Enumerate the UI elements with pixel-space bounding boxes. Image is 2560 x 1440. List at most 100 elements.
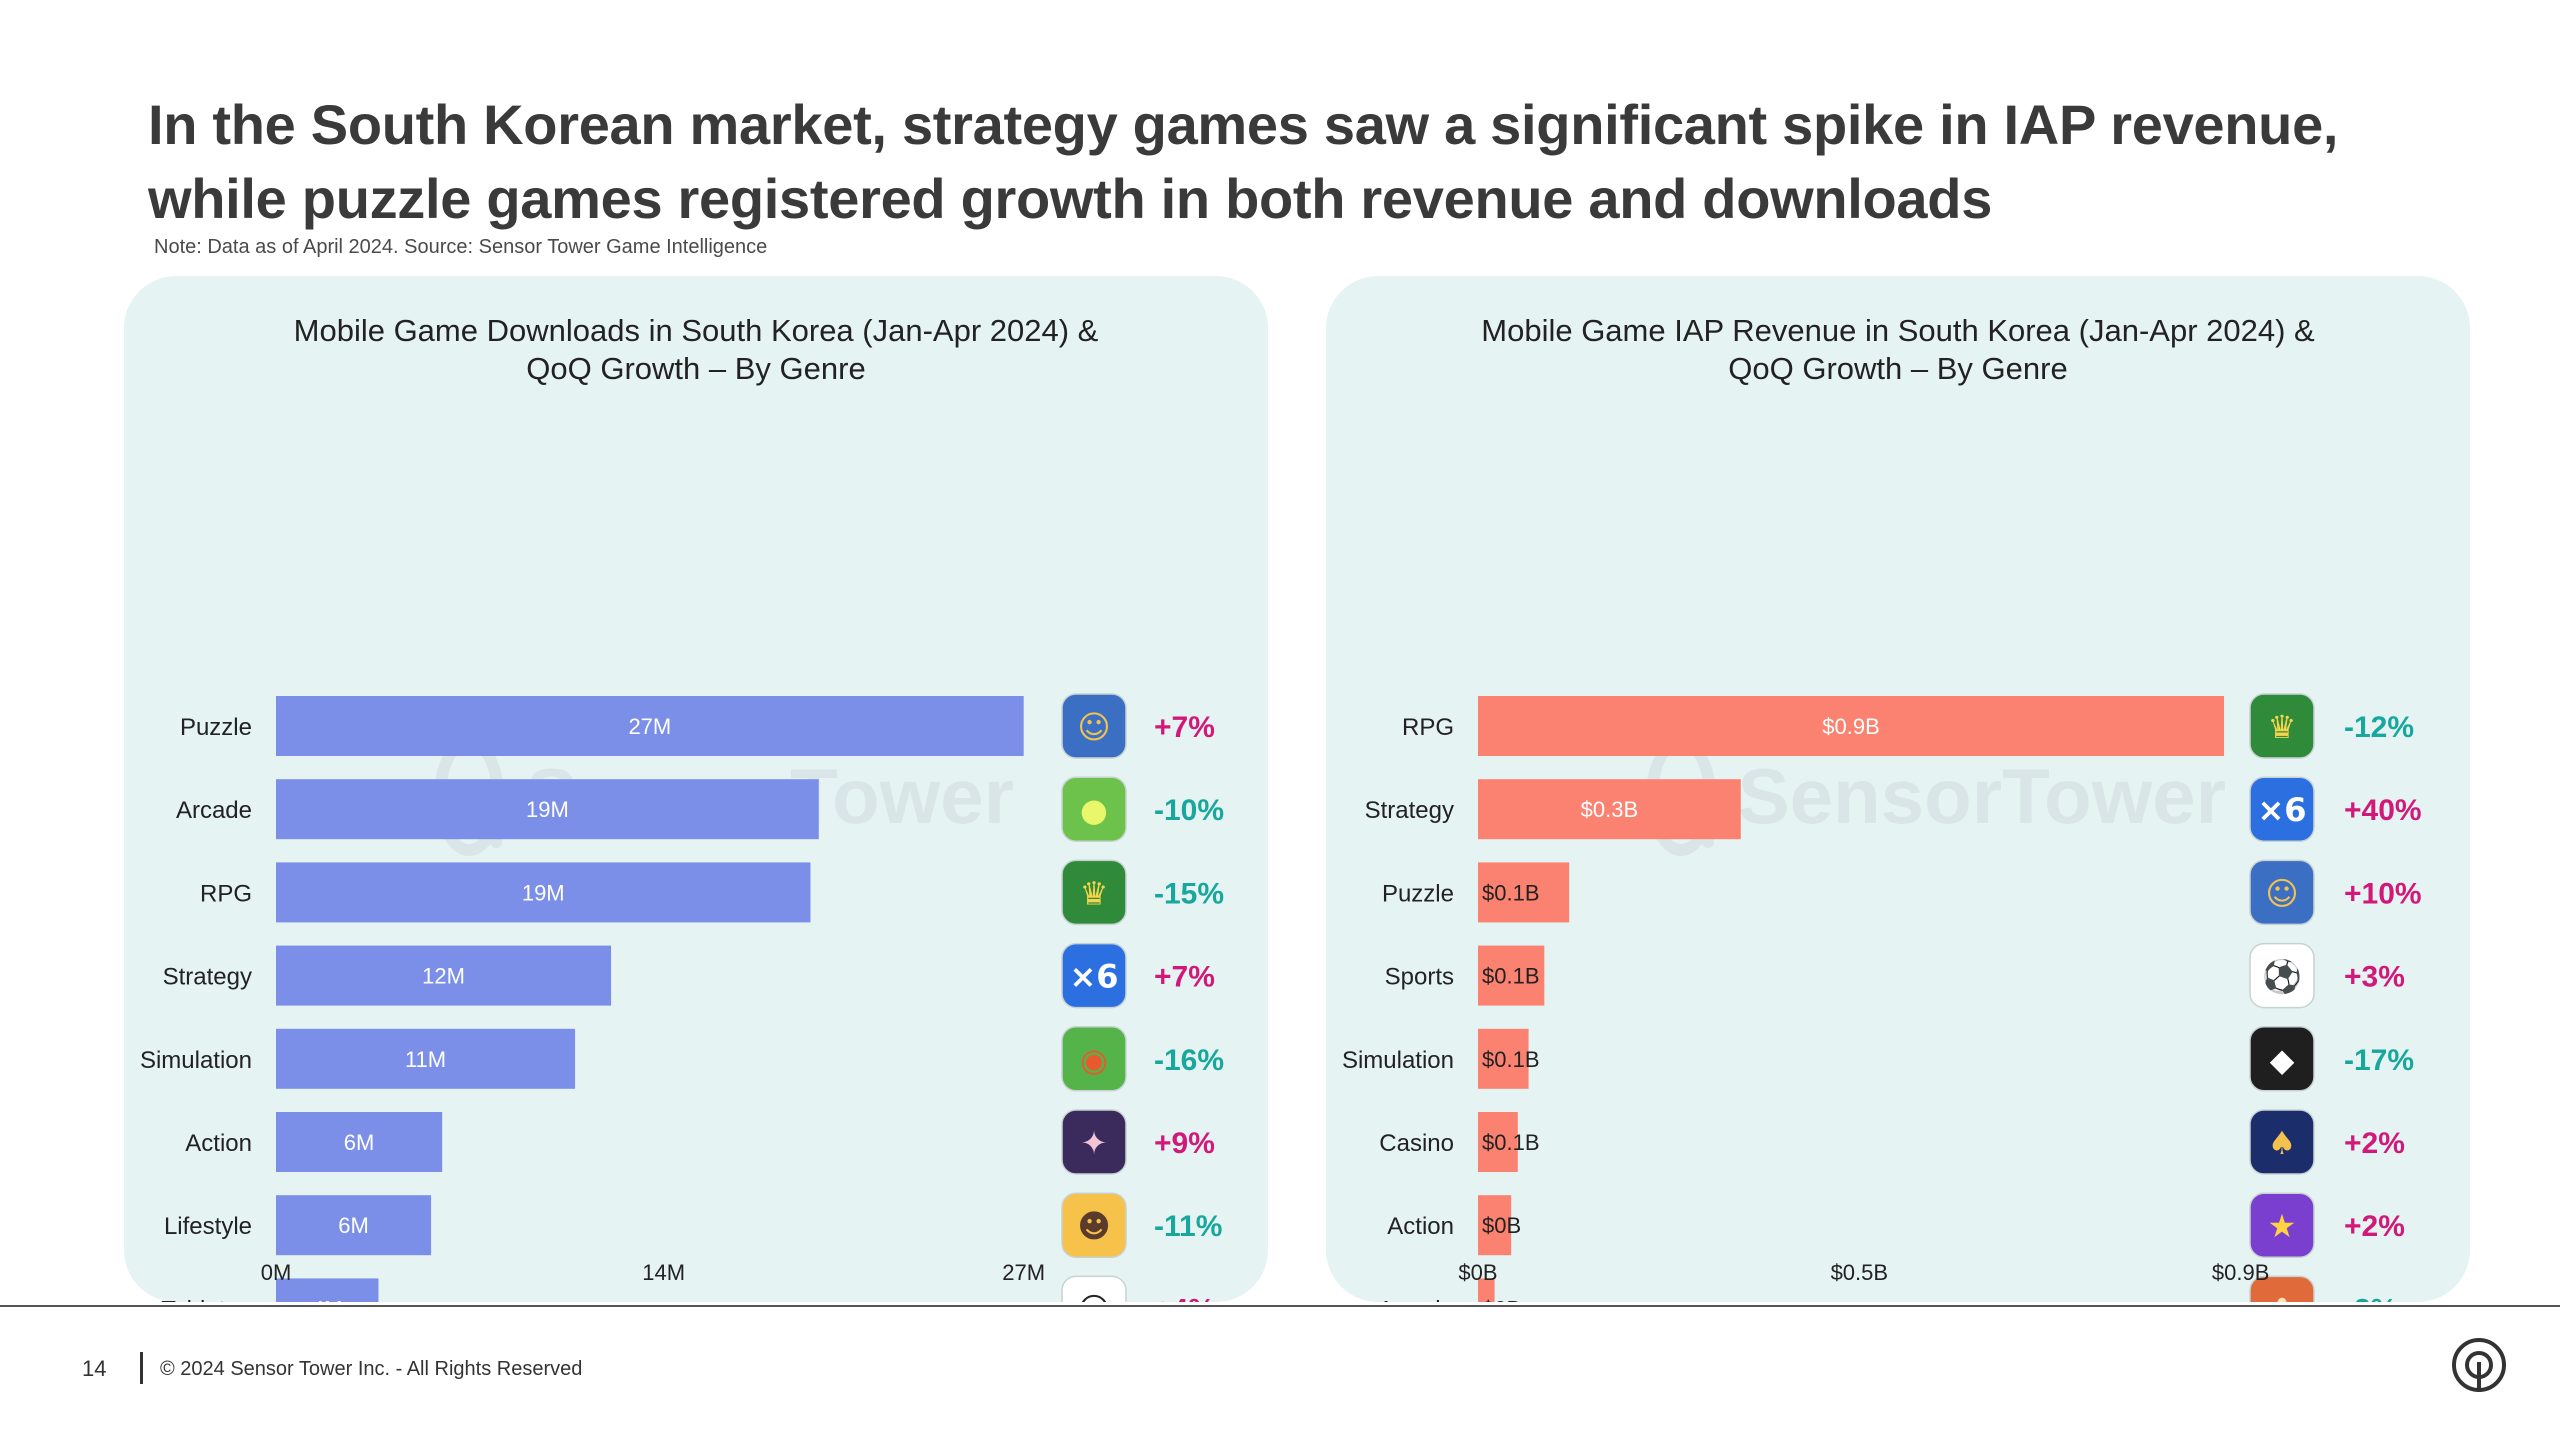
category-label: Simulation <box>140 1047 252 1074</box>
app-icon-background <box>1061 1275 1127 1302</box>
growth-label: -2% <box>2344 1293 2397 1302</box>
rpg-mushroom-icon: ♛ <box>2249 693 2315 759</box>
growth-label: +7% <box>1154 711 1215 744</box>
x-tick-label: 0M <box>261 1260 292 1285</box>
value-label: $0B <box>1482 1296 1521 1302</box>
revenue-chart-panel: SensorTower Mobile Game IAP Revenue in S… <box>1326 276 2470 1302</box>
growth-label: +9% <box>1154 1127 1215 1160</box>
value-label: 19M <box>522 880 565 905</box>
revenue-chart-title: Mobile Game IAP Revenue in South Korea (… <box>1326 312 2470 388</box>
value-label: $0.9B <box>1822 714 1880 739</box>
bar <box>1478 945 1545 1006</box>
revenue-bar-chart: RPG $0.9B ♛ -12% Strategy $0.3B ×6 +40% Puzzle $0… <box>1342 693 2422 1302</box>
lifestyle-character-icon: ☻ <box>1061 1192 1127 1258</box>
bar <box>1478 1278 1495 1302</box>
bar <box>276 945 612 1006</box>
downloads-chart-title-line-2: QoQ Growth – By Genre <box>526 351 866 386</box>
simulation-pizza-icon: ◉ <box>1061 1026 1127 1092</box>
category-label: Arcade <box>176 797 252 824</box>
value-label: 12M <box>422 964 465 989</box>
app-icon-glyph: ● <box>1080 791 1108 829</box>
bar <box>276 862 811 923</box>
footer-separator <box>140 1352 143 1384</box>
app-icon-background <box>1061 1192 1127 1258</box>
growth-label: +7% <box>1154 961 1215 994</box>
app-icon-background <box>1061 942 1127 1009</box>
app-icon-background <box>2249 1275 2315 1302</box>
growth-label: -17% <box>2344 1044 2414 1077</box>
app-icon-background <box>1061 859 1127 926</box>
bar <box>276 779 819 840</box>
app-icon-glyph: ✦ <box>1081 1124 1108 1162</box>
category-label: Lifestyle <box>164 1213 252 1240</box>
category-label: Puzzle <box>180 714 252 741</box>
x-tick-label: $0.9B <box>2212 1260 2270 1285</box>
app-icon-glyph: ♛ <box>2268 708 2297 746</box>
puzzle-king-icon: ☺ <box>2249 859 2315 926</box>
app-icon-glyph: ♠ <box>2268 1124 2297 1162</box>
growth-label: +2% <box>2344 1210 2405 1243</box>
value-label: 27M <box>628 714 671 739</box>
strategy-x6-icon: ×6 <box>1061 942 1127 1009</box>
sports-football-icon: ⚽ <box>2249 942 2315 1009</box>
action-runner-icon: ★ <box>2249 1192 2315 1258</box>
value-label: 11M <box>405 1047 446 1072</box>
cookie-icon: ✿ <box>2249 1275 2315 1302</box>
app-icon-background <box>2249 776 2315 842</box>
value-label: $0.1B <box>1482 1047 1540 1072</box>
page-title: In the South Korean market, strategy gam… <box>148 93 2339 230</box>
app-icon-background <box>2249 859 2315 926</box>
app-icon-glyph: ☺ <box>1077 708 1110 746</box>
app-icon-background <box>2249 1192 2315 1258</box>
bar <box>1478 1112 1518 1172</box>
bar <box>1478 696 2225 756</box>
value-label: 19M <box>526 797 569 822</box>
category-label: Action <box>1387 1213 1454 1240</box>
watermark-text: SensorTower <box>1737 751 2226 840</box>
category-label: Casino <box>1379 1130 1454 1157</box>
app-icon-glyph: ♛ <box>1080 874 1109 912</box>
growth-label: -11% <box>1154 1210 1222 1243</box>
x-tick-label: $0.5B <box>1831 1260 1889 1285</box>
growth-label: +40% <box>2344 794 2422 827</box>
bar <box>276 1278 379 1302</box>
app-icon-background <box>1061 693 1127 759</box>
growth-label: +3% <box>2344 961 2405 994</box>
category-label: Strategy <box>1365 797 1454 824</box>
action-anime-icon: ✦ <box>1061 1109 1127 1175</box>
category-label: Arcade <box>1378 1296 1454 1302</box>
downloads-bar-chart: Puzzle 27M ☺ +7% Arcade 19M ● -10% RPG 19M ♛ -15% St… <box>140 693 1224 1302</box>
category-label: Tabletop <box>161 1296 252 1302</box>
app-icon-background <box>2249 693 2315 759</box>
bar <box>1478 1028 1529 1089</box>
value-label: $0B <box>1482 1213 1521 1238</box>
x-tick-label: $0B <box>1458 1260 1497 1285</box>
app-icon-background <box>2249 1109 2315 1175</box>
app-icon-glyph: ★ <box>2268 1207 2297 1245</box>
category-label: RPG <box>1402 714 1454 741</box>
category-label: Strategy <box>163 964 252 991</box>
bar <box>276 1112 443 1172</box>
app-icon-glyph: ×6 <box>1069 958 1118 996</box>
x-tick-label: 14M <box>642 1260 685 1285</box>
bar <box>276 1028 576 1089</box>
downloads-chart-title-line-1: Mobile Game Downloads in South Korea (Ja… <box>293 313 1099 348</box>
value-label: 4M <box>312 1296 343 1302</box>
sensortower-logo-icon <box>2452 1338 2506 1392</box>
bar <box>1478 1195 1512 1256</box>
app-icon-glyph: ◉ <box>1080 1041 1108 1079</box>
bar <box>1478 862 1570 923</box>
value-label: $0.1B <box>1482 880 1540 905</box>
source-note: Note: Data as of April 2024. Source: Sen… <box>154 236 768 258</box>
bar <box>276 696 1024 756</box>
app-icon-glyph: ✿ <box>2269 1290 2296 1302</box>
value-label: $0.3B <box>1581 797 1639 822</box>
revenue-chart-title-line-2: QoQ Growth – By Genre <box>1728 351 2068 386</box>
arcade-ball-icon: ● <box>1061 776 1127 842</box>
app-icon-glyph: ⚽ <box>2261 958 2302 996</box>
growth-label: -16% <box>1154 1044 1224 1077</box>
growth-label: -10% <box>1154 794 1224 827</box>
page-number: 14 <box>82 1356 107 1381</box>
growth-label: +2% <box>2344 1127 2405 1160</box>
strategy-x6-icon: ×6 <box>2249 776 2315 842</box>
